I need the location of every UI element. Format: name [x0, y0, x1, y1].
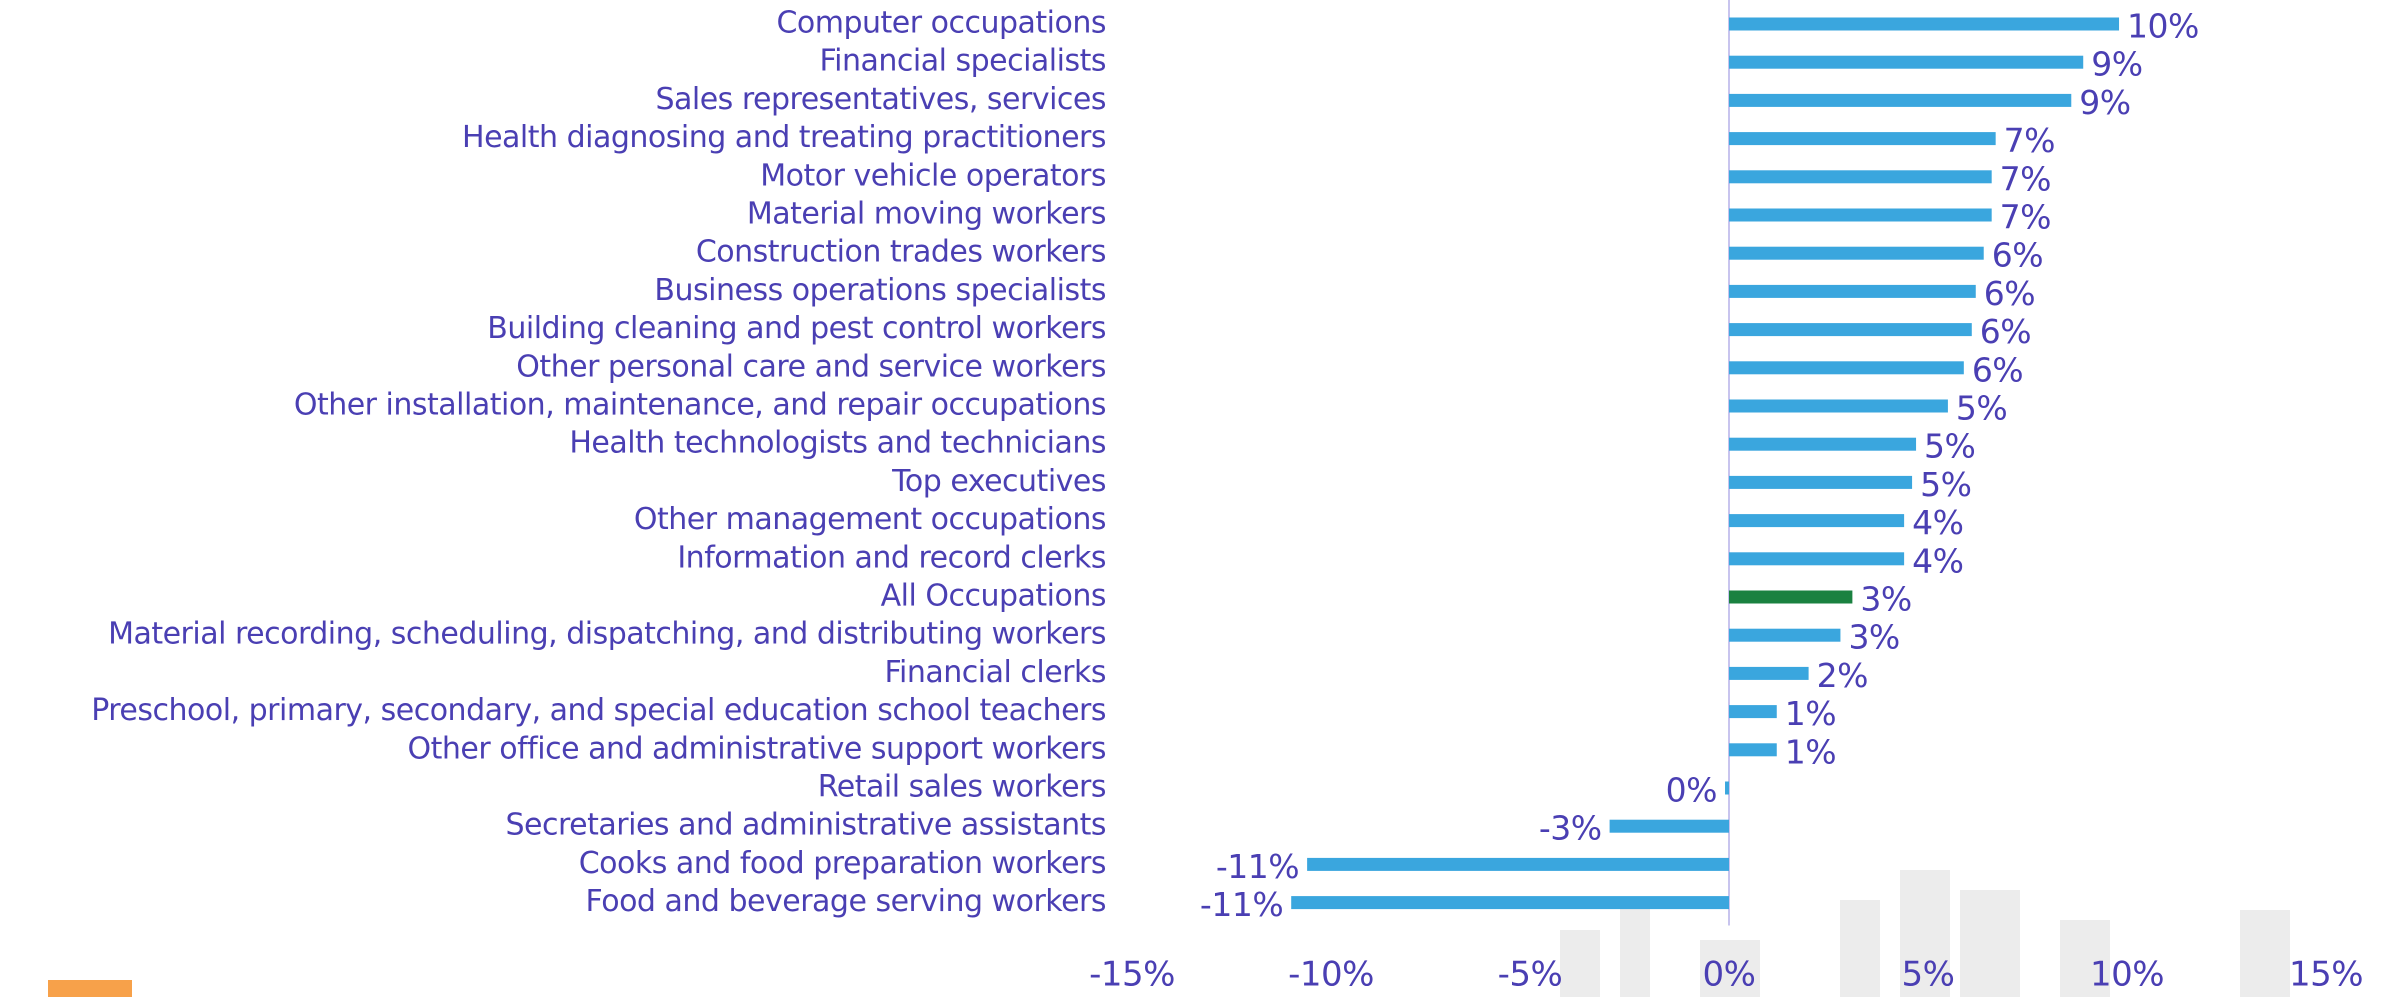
category-label: Material moving workers — [747, 197, 1106, 232]
category-label: Retail sales workers — [818, 770, 1106, 805]
value-label: 10% — [2127, 7, 2199, 46]
bar — [1729, 361, 1964, 375]
bar — [1729, 514, 1905, 528]
bar — [1609, 819, 1729, 833]
category-label: Health diagnosing and treating practitio… — [462, 120, 1106, 155]
bar — [1729, 475, 1913, 489]
value-label: 5% — [1920, 465, 1971, 504]
category-label: Top executives — [891, 464, 1106, 499]
category-label: Financial specialists — [820, 44, 1106, 79]
bar — [1729, 170, 1992, 184]
x-tick-label: 0% — [1703, 955, 1756, 995]
bar — [1729, 399, 1948, 413]
bar — [1729, 284, 1976, 298]
bar — [1729, 552, 1905, 566]
value-label: -11% — [1216, 847, 1299, 886]
bar — [1729, 628, 1841, 642]
category-label: Business operations specialists — [654, 273, 1106, 308]
value-label: 7% — [2000, 159, 2051, 198]
bar — [1729, 208, 1992, 222]
category-label: Food and beverage serving workers — [586, 884, 1106, 919]
x-tick-label: 10% — [2090, 955, 2164, 995]
value-label: 5% — [1924, 427, 1975, 466]
value-label: -11% — [1200, 885, 1283, 924]
category-label: Cooks and food preparation workers — [579, 846, 1106, 881]
bar — [1729, 323, 1972, 337]
bar — [1729, 93, 2072, 107]
bar — [1729, 437, 1917, 451]
category-label: Health technologists and technicians — [569, 426, 1106, 461]
value-label: 2% — [1817, 656, 1868, 695]
value-label: 6% — [1980, 312, 2031, 351]
value-label: 1% — [1785, 694, 1836, 733]
value-label: 7% — [2004, 121, 2055, 160]
value-label: 6% — [1992, 236, 2043, 275]
value-label: 9% — [2079, 83, 2130, 122]
category-label: Computer occupations — [776, 6, 1106, 41]
bar — [1729, 705, 1777, 719]
category-label: Sales representatives, services — [655, 82, 1106, 117]
category-label: Other office and administrative support … — [408, 731, 1106, 766]
value-label: 3% — [1860, 580, 1911, 619]
bar — [1729, 132, 1996, 146]
bar — [1729, 590, 1853, 604]
value-label: -3% — [1539, 809, 1602, 848]
value-label: 1% — [1785, 732, 1836, 771]
category-label: Motor vehicle operators — [760, 158, 1106, 193]
bar — [1291, 896, 1729, 910]
value-label: 0% — [1666, 771, 1717, 810]
bar — [1729, 55, 2084, 69]
value-label: 6% — [1984, 274, 2035, 313]
category-label: Other management occupations — [634, 502, 1106, 537]
category-label: Construction trades workers — [696, 235, 1106, 270]
value-label: 3% — [1848, 618, 1899, 657]
bar — [1729, 246, 1984, 260]
value-label: 4% — [1912, 541, 1963, 580]
bar — [1729, 743, 1777, 757]
category-label: Other installation, maintenance, and rep… — [294, 388, 1106, 423]
bar — [1729, 17, 2120, 31]
category-label: Financial clerks — [884, 655, 1106, 690]
x-tick-label: -5% — [1498, 955, 1563, 995]
skyline-watermark — [1560, 870, 2290, 997]
category-label: Building cleaning and pest control worke… — [487, 311, 1106, 346]
x-tick-label: -15% — [1089, 955, 1175, 995]
value-label: 5% — [1956, 389, 2007, 428]
x-tick-label: 15% — [2289, 955, 2363, 995]
bar — [1307, 857, 1729, 871]
x-tick-label: 5% — [1902, 955, 1955, 995]
bar — [1729, 666, 1809, 680]
category-label: Material recording, scheduling, dispatch… — [108, 617, 1106, 652]
value-label: 9% — [2091, 45, 2142, 84]
value-label: 7% — [2000, 198, 2051, 237]
bar — [1725, 781, 1729, 795]
x-tick-label: -10% — [1288, 955, 1374, 995]
value-label: 6% — [1972, 350, 2023, 389]
value-label: 4% — [1912, 503, 1963, 542]
category-label: Secretaries and administrative assistant… — [506, 808, 1107, 843]
category-label: Preschool, primary, secondary, and speci… — [91, 693, 1106, 728]
category-label: Information and record clerks — [677, 540, 1106, 575]
category-label: All Occupations — [881, 579, 1106, 614]
logo-fragment — [48, 980, 132, 997]
category-label: Other personal care and service workers — [516, 349, 1106, 384]
